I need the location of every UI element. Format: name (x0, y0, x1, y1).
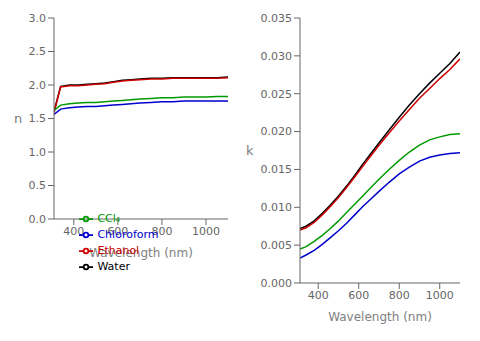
svg-text:0.020: 0.020 (261, 125, 293, 138)
svg-text:0.030: 0.030 (261, 50, 293, 63)
svg-text:0.005: 0.005 (261, 239, 293, 252)
svg-text:1000: 1000 (426, 289, 454, 302)
svg-text:n: n (14, 111, 22, 126)
svg-text:1.0: 1.0 (29, 146, 47, 159)
svg-text:0.000: 0.000 (261, 277, 293, 290)
svg-text:0.0: 0.0 (29, 213, 47, 226)
svg-text:0.010: 0.010 (261, 201, 293, 214)
svg-text:1000: 1000 (192, 225, 220, 238)
svg-text:2.0: 2.0 (29, 79, 47, 92)
svg-text:0.015: 0.015 (261, 163, 293, 176)
svg-text:600: 600 (348, 289, 369, 302)
svg-text:0.025: 0.025 (261, 88, 293, 101)
svg-text:3.0: 3.0 (29, 12, 47, 25)
svg-text:600: 600 (107, 225, 128, 238)
svg-text:0.035: 0.035 (261, 12, 293, 25)
svg-text:2.5: 2.5 (29, 45, 47, 58)
svg-text:800: 800 (389, 289, 410, 302)
svg-text:Wavelength (nm): Wavelength (nm) (89, 246, 193, 260)
svg-text:0.5: 0.5 (29, 179, 47, 192)
svg-text:400: 400 (308, 289, 329, 302)
svg-text:400: 400 (63, 225, 84, 238)
svg-text:Wavelength (nm): Wavelength (nm) (328, 310, 432, 324)
svg-text:1.5: 1.5 (29, 112, 47, 125)
svg-text:k: k (246, 143, 254, 158)
svg-text:800: 800 (151, 225, 172, 238)
